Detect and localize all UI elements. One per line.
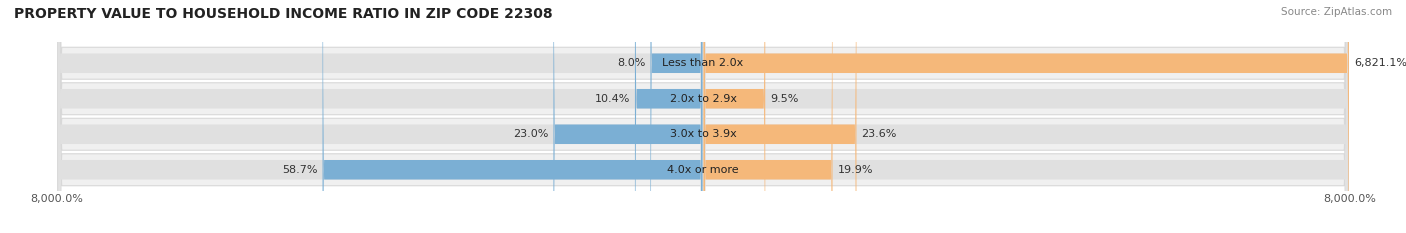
FancyBboxPatch shape	[651, 0, 702, 233]
FancyBboxPatch shape	[322, 0, 702, 233]
FancyBboxPatch shape	[704, 0, 832, 233]
Text: 19.9%: 19.9%	[838, 165, 873, 175]
FancyBboxPatch shape	[58, 0, 702, 233]
FancyBboxPatch shape	[58, 0, 1348, 233]
FancyBboxPatch shape	[704, 0, 1348, 233]
FancyBboxPatch shape	[58, 0, 1348, 233]
FancyBboxPatch shape	[636, 0, 702, 233]
FancyBboxPatch shape	[554, 0, 702, 233]
Text: 2.0x to 2.9x: 2.0x to 2.9x	[669, 94, 737, 104]
Text: Less than 2.0x: Less than 2.0x	[662, 58, 744, 68]
Text: 58.7%: 58.7%	[283, 165, 318, 175]
FancyBboxPatch shape	[704, 0, 1348, 233]
Text: 8.0%: 8.0%	[617, 58, 645, 68]
Text: 4.0x or more: 4.0x or more	[668, 165, 738, 175]
FancyBboxPatch shape	[58, 0, 702, 233]
FancyBboxPatch shape	[704, 0, 1348, 233]
Text: 3.0x to 3.9x: 3.0x to 3.9x	[669, 129, 737, 139]
FancyBboxPatch shape	[704, 0, 856, 233]
Text: PROPERTY VALUE TO HOUSEHOLD INCOME RATIO IN ZIP CODE 22308: PROPERTY VALUE TO HOUSEHOLD INCOME RATIO…	[14, 7, 553, 21]
FancyBboxPatch shape	[58, 0, 702, 233]
Text: 23.0%: 23.0%	[513, 129, 548, 139]
FancyBboxPatch shape	[704, 0, 1348, 233]
Text: 23.6%: 23.6%	[862, 129, 897, 139]
FancyBboxPatch shape	[58, 0, 1348, 233]
FancyBboxPatch shape	[58, 0, 1348, 233]
FancyBboxPatch shape	[58, 0, 702, 233]
Text: 9.5%: 9.5%	[770, 94, 799, 104]
FancyBboxPatch shape	[704, 0, 765, 233]
Text: 10.4%: 10.4%	[595, 94, 630, 104]
FancyBboxPatch shape	[704, 0, 1348, 233]
Text: Source: ZipAtlas.com: Source: ZipAtlas.com	[1281, 7, 1392, 17]
Text: 6,821.1%: 6,821.1%	[1354, 58, 1406, 68]
